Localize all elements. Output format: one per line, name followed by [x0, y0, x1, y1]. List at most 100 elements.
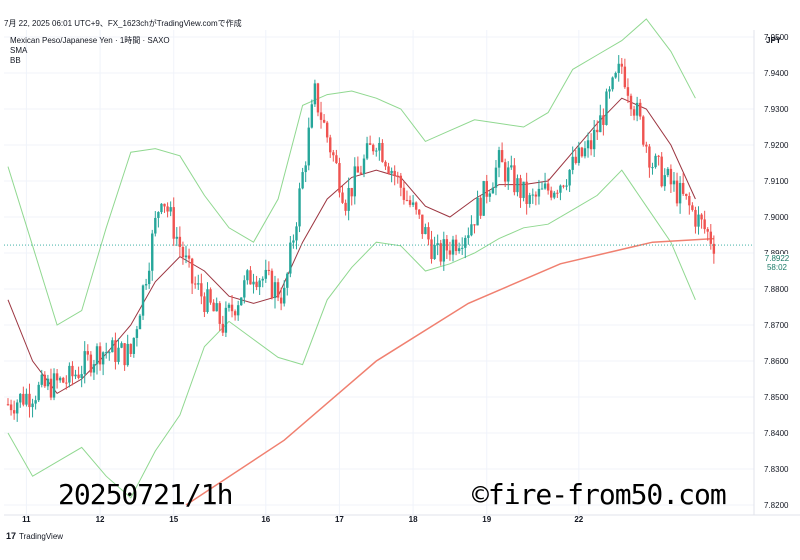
candle-body: [172, 207, 175, 239]
candle-body: [264, 269, 267, 279]
date-watermark: 20250721/1h: [58, 478, 233, 511]
candle-body: [507, 167, 510, 182]
y-tick-label: 7.8700: [764, 321, 789, 330]
candle-body: [525, 181, 528, 204]
candle-body: [283, 287, 286, 304]
candle-body: [108, 352, 111, 354]
candle-body: [43, 374, 47, 387]
candle-body: [651, 167, 654, 169]
candle-body: [95, 346, 99, 365]
y-tick-label: 7.9100: [764, 177, 789, 186]
x-tick-label: 19: [482, 515, 491, 524]
candle-body: [639, 102, 642, 117]
candle-body: [313, 83, 317, 105]
candle-body: [678, 183, 682, 204]
candle-body: [344, 202, 347, 211]
candle-body: [537, 188, 541, 197]
candle-body: [261, 278, 264, 281]
candle-body: [408, 200, 412, 205]
tv-logo-icon: 17: [6, 531, 17, 541]
candle-body: [218, 303, 221, 324]
candle-body: [356, 166, 360, 173]
x-tick-label: 17: [335, 515, 344, 524]
candle-body: [614, 73, 617, 78]
y-tick-label: 7.8400: [764, 429, 789, 438]
candle-body: [657, 155, 660, 157]
candle-body: [246, 270, 249, 281]
candle-body: [688, 195, 691, 206]
candle-body: [685, 193, 688, 196]
candle-countdown: 58:02: [766, 263, 788, 272]
candle-body: [645, 144, 648, 147]
candle-body: [491, 187, 495, 194]
sma-line: [185, 237, 714, 506]
candle-body: [49, 378, 53, 398]
candle-body: [227, 304, 231, 308]
sma-indicator-label[interactable]: SMA: [10, 46, 28, 55]
candle-body: [433, 245, 436, 259]
current-price-value: 7.8922: [764, 254, 790, 263]
candle-body: [500, 150, 504, 163]
candle-body: [457, 248, 461, 252]
candle-body: [454, 239, 458, 252]
y-tick-label: 7.9200: [764, 141, 789, 150]
bb-indicator-label[interactable]: BB: [10, 56, 21, 65]
candle-body: [654, 155, 657, 168]
candle-body: [589, 140, 593, 150]
candle-body: [368, 143, 372, 145]
candle-body: [117, 347, 120, 362]
candle-body: [550, 190, 553, 198]
candle-body: [568, 169, 571, 186]
y-tick-label: 7.8500: [764, 393, 789, 402]
footer[interactable]: 17 TradingView: [6, 531, 63, 541]
candle-body: [341, 192, 344, 203]
candle-body: [543, 183, 547, 189]
candle-body: [482, 181, 485, 216]
candle-body: [169, 207, 172, 212]
candle-body: [319, 112, 323, 120]
candle-body: [534, 194, 538, 197]
candle-body: [55, 373, 59, 381]
candle-body: [393, 170, 396, 176]
candle-body: [375, 150, 378, 152]
candle-body: [411, 202, 415, 205]
candle-body: [157, 212, 160, 218]
candle-body: [350, 187, 353, 197]
candle-body: [187, 255, 191, 259]
candle-body: [101, 352, 105, 365]
candle-body: [399, 175, 403, 188]
bb-upper-line: [7, 18, 696, 326]
candle-body: [574, 156, 577, 163]
candle-body: [12, 410, 16, 414]
brand-name: TradingView: [19, 531, 64, 541]
candle-body: [436, 243, 439, 246]
candle-body: [200, 283, 203, 297]
candle-body: [540, 188, 544, 190]
candle-body: [141, 285, 145, 316]
candle-body: [335, 155, 338, 164]
candle-body: [105, 352, 108, 354]
candle-body: [494, 167, 498, 188]
current-price-tag: 7.8922 58:02: [757, 254, 797, 272]
candle-body: [709, 231, 712, 244]
candle-body: [712, 243, 716, 254]
candle-body: [381, 142, 384, 162]
candle-body: [240, 297, 243, 306]
candle-body: [31, 403, 34, 408]
candle-body: [163, 203, 166, 207]
candle-body: [19, 393, 22, 403]
candle-body: [488, 193, 492, 197]
candle-body: [286, 273, 289, 288]
y-tick-label: 7.9500: [764, 33, 789, 42]
candle-body: [464, 237, 467, 248]
candle-body: [86, 351, 89, 355]
symbol-title[interactable]: Mexican Peso/Japanese Yen · 1時間 · SAXO: [10, 36, 170, 45]
candle-body: [292, 240, 295, 243]
candle-body: [332, 152, 335, 156]
candle-body: [322, 119, 326, 123]
candle-body: [467, 235, 470, 238]
candle-body: [470, 224, 473, 236]
candle-body: [353, 166, 356, 197]
candle-body: [611, 77, 614, 90]
